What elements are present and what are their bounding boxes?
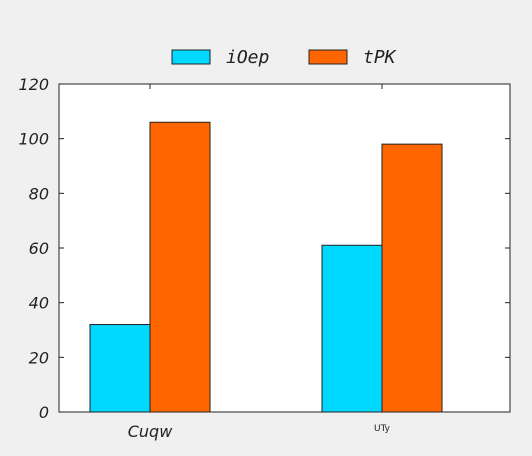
legend-swatch-tPK xyxy=(308,49,348,65)
x-tick-label: UTy xyxy=(374,424,391,434)
bar-iOep-Cuqw xyxy=(89,324,151,413)
legend-swatch-iOep xyxy=(171,49,211,65)
y-tick-label: 100 xyxy=(18,130,49,149)
y-tick-label: 120 xyxy=(18,75,49,94)
bar-iOep-UTy xyxy=(321,244,383,413)
y-axis: 0 20 40 60 80 100 120 xyxy=(18,75,510,422)
x-tick-label: Cuqw xyxy=(128,422,173,441)
y-tick-label: 20 xyxy=(29,348,49,367)
bar-tPK-Cuqw xyxy=(149,121,211,413)
legend: iOep tPK xyxy=(171,47,397,68)
x-axis: Cuqw UTy xyxy=(128,84,391,441)
y-tick-label: 40 xyxy=(29,294,49,313)
y-tick-label: 80 xyxy=(29,184,49,203)
bars-group xyxy=(89,121,443,413)
bar-tPK-UTy xyxy=(381,143,443,413)
y-tick-label: 0 xyxy=(39,403,49,422)
legend-label-iOep: iOep xyxy=(226,47,269,68)
y-tick-label: 60 xyxy=(29,239,49,258)
legend-label-tPK: tPK xyxy=(363,47,397,68)
